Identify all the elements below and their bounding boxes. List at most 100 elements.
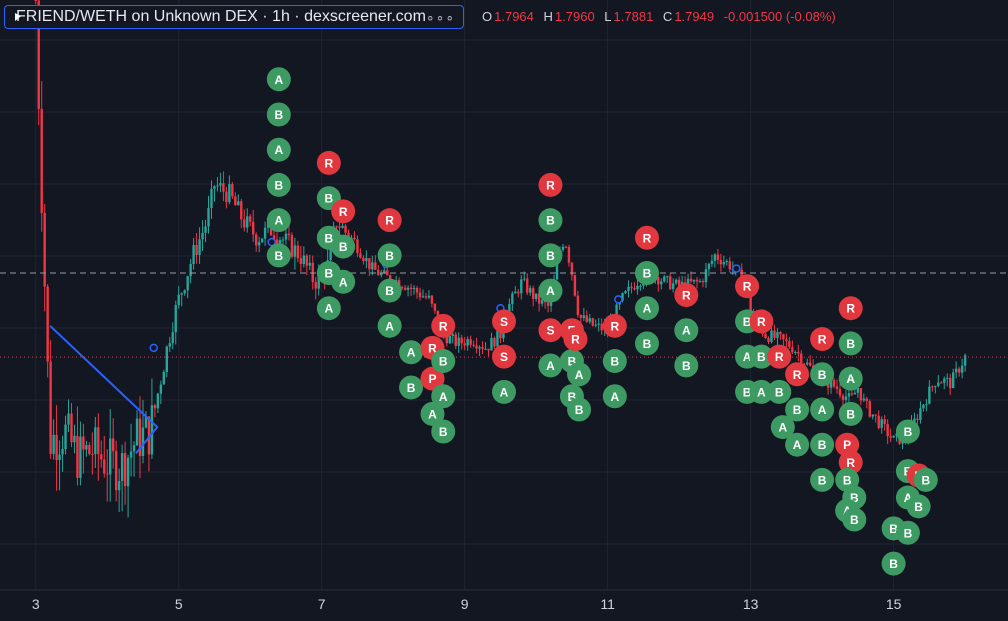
trade-marker-label: B <box>889 522 898 536</box>
candle-body <box>67 413 70 425</box>
candle-body <box>782 334 785 340</box>
trade-marker: A <box>377 313 402 338</box>
candle-body <box>585 315 589 322</box>
trade-marker: A <box>810 397 835 422</box>
trade-marker-circle <box>266 137 291 162</box>
low-label: L <box>604 9 612 24</box>
candle-body <box>400 286 404 288</box>
trade-marker-label: R <box>325 156 334 170</box>
trade-marker-label: B <box>775 385 784 399</box>
candle-body <box>943 378 946 383</box>
trade-marker-label: B <box>575 403 584 417</box>
candle-body <box>829 379 833 388</box>
trade-marker-circle <box>895 520 920 545</box>
trade-marker-circle <box>674 283 699 307</box>
trade-marker-circle <box>266 67 291 92</box>
candle-body <box>61 449 64 455</box>
open-value: 1.7964 <box>494 9 534 24</box>
trade-marker-circle <box>563 327 588 352</box>
trend-anchor-dot <box>149 343 158 353</box>
trade-marker: B <box>881 551 906 576</box>
trade-marker: B <box>266 172 291 197</box>
candle-body <box>240 201 243 220</box>
candle-body <box>886 423 889 437</box>
candle-body <box>954 368 958 373</box>
candle-body <box>311 262 314 283</box>
trade-marker: A <box>538 278 563 303</box>
candle-body <box>663 276 666 282</box>
trade-marker-label: S <box>546 324 554 338</box>
trade-marker: B <box>895 419 920 444</box>
candle-body <box>639 285 642 287</box>
candle-body <box>767 338 770 342</box>
trade-marker-circle <box>492 344 516 369</box>
x-tick-label: 15 <box>886 596 902 612</box>
trade-marker-label: A <box>757 385 766 399</box>
candle-body <box>141 427 145 456</box>
candle-body <box>198 239 201 255</box>
candle-body <box>674 279 678 284</box>
candle-body <box>889 436 892 438</box>
candle-body <box>415 287 419 293</box>
trade-marker-circle <box>881 551 906 576</box>
candle-body <box>180 293 183 295</box>
trade-marker-label: A <box>385 319 394 333</box>
trade-marker: R <box>602 313 627 338</box>
trade-markers: ABABABRBBBARBARBBAABRPARBABSSARBBASARBBR… <box>266 67 938 576</box>
more-horizontal-icon[interactable]: ∘∘∘ <box>425 8 456 25</box>
candle-body <box>666 276 669 278</box>
candle-body <box>296 245 300 259</box>
candle-body <box>103 459 106 474</box>
candle-body <box>76 435 79 478</box>
trade-marker-circle <box>399 375 424 400</box>
candle-body <box>597 323 600 325</box>
candle-body <box>484 348 487 350</box>
trade-marker-label: B <box>914 500 923 514</box>
candle-body <box>377 269 380 276</box>
trade-marker-circle <box>538 318 563 343</box>
candle-body <box>120 453 124 482</box>
candle-body <box>695 279 699 282</box>
trade-marker-label: A <box>793 438 802 452</box>
trade-marker: B <box>377 278 402 303</box>
candle-body <box>591 318 594 326</box>
trade-marker: B <box>767 379 792 404</box>
trade-marker-label: B <box>846 407 855 421</box>
trade-marker-label: S <box>500 315 508 329</box>
trade-marker-circle <box>785 362 810 387</box>
trade-marker-circle <box>634 260 659 285</box>
candle-body <box>868 401 871 417</box>
trade-marker-circle <box>602 349 627 374</box>
trade-marker-circle <box>431 313 456 338</box>
candle-body <box>776 332 779 338</box>
trade-marker-label: B <box>610 355 619 369</box>
candle-body <box>243 219 246 228</box>
trade-marker-circle <box>492 379 516 404</box>
trade-marker-label: B <box>793 403 802 417</box>
candle-body <box>853 392 857 395</box>
trade-marker: S <box>538 318 563 343</box>
trade-marker-circle <box>634 225 659 250</box>
candle-body <box>386 270 389 276</box>
candle-body <box>520 279 523 294</box>
candle-body <box>669 276 672 290</box>
candle-body <box>940 382 943 384</box>
trade-marker: B <box>810 362 835 387</box>
trade-marker-label: B <box>385 284 394 298</box>
trade-marker-label: B <box>439 355 448 369</box>
candle-body <box>567 247 571 263</box>
trade-marker-label: R <box>571 333 580 347</box>
trade-marker-label: R <box>743 280 752 294</box>
candle-body <box>701 280 705 283</box>
candle-body <box>338 226 341 228</box>
candle-body <box>460 337 463 344</box>
symbol-title-box[interactable]: FRIEND/WETH on Unknown DEX · 1h · dexscr… <box>4 5 464 29</box>
candle-body <box>472 344 475 346</box>
trade-marker-circle <box>767 379 792 404</box>
candle-body <box>126 457 130 487</box>
x-tick-label: 3 <box>32 596 40 612</box>
candle-body <box>555 255 559 280</box>
trade-marker-label: R <box>428 341 437 355</box>
candle-body <box>287 233 291 236</box>
